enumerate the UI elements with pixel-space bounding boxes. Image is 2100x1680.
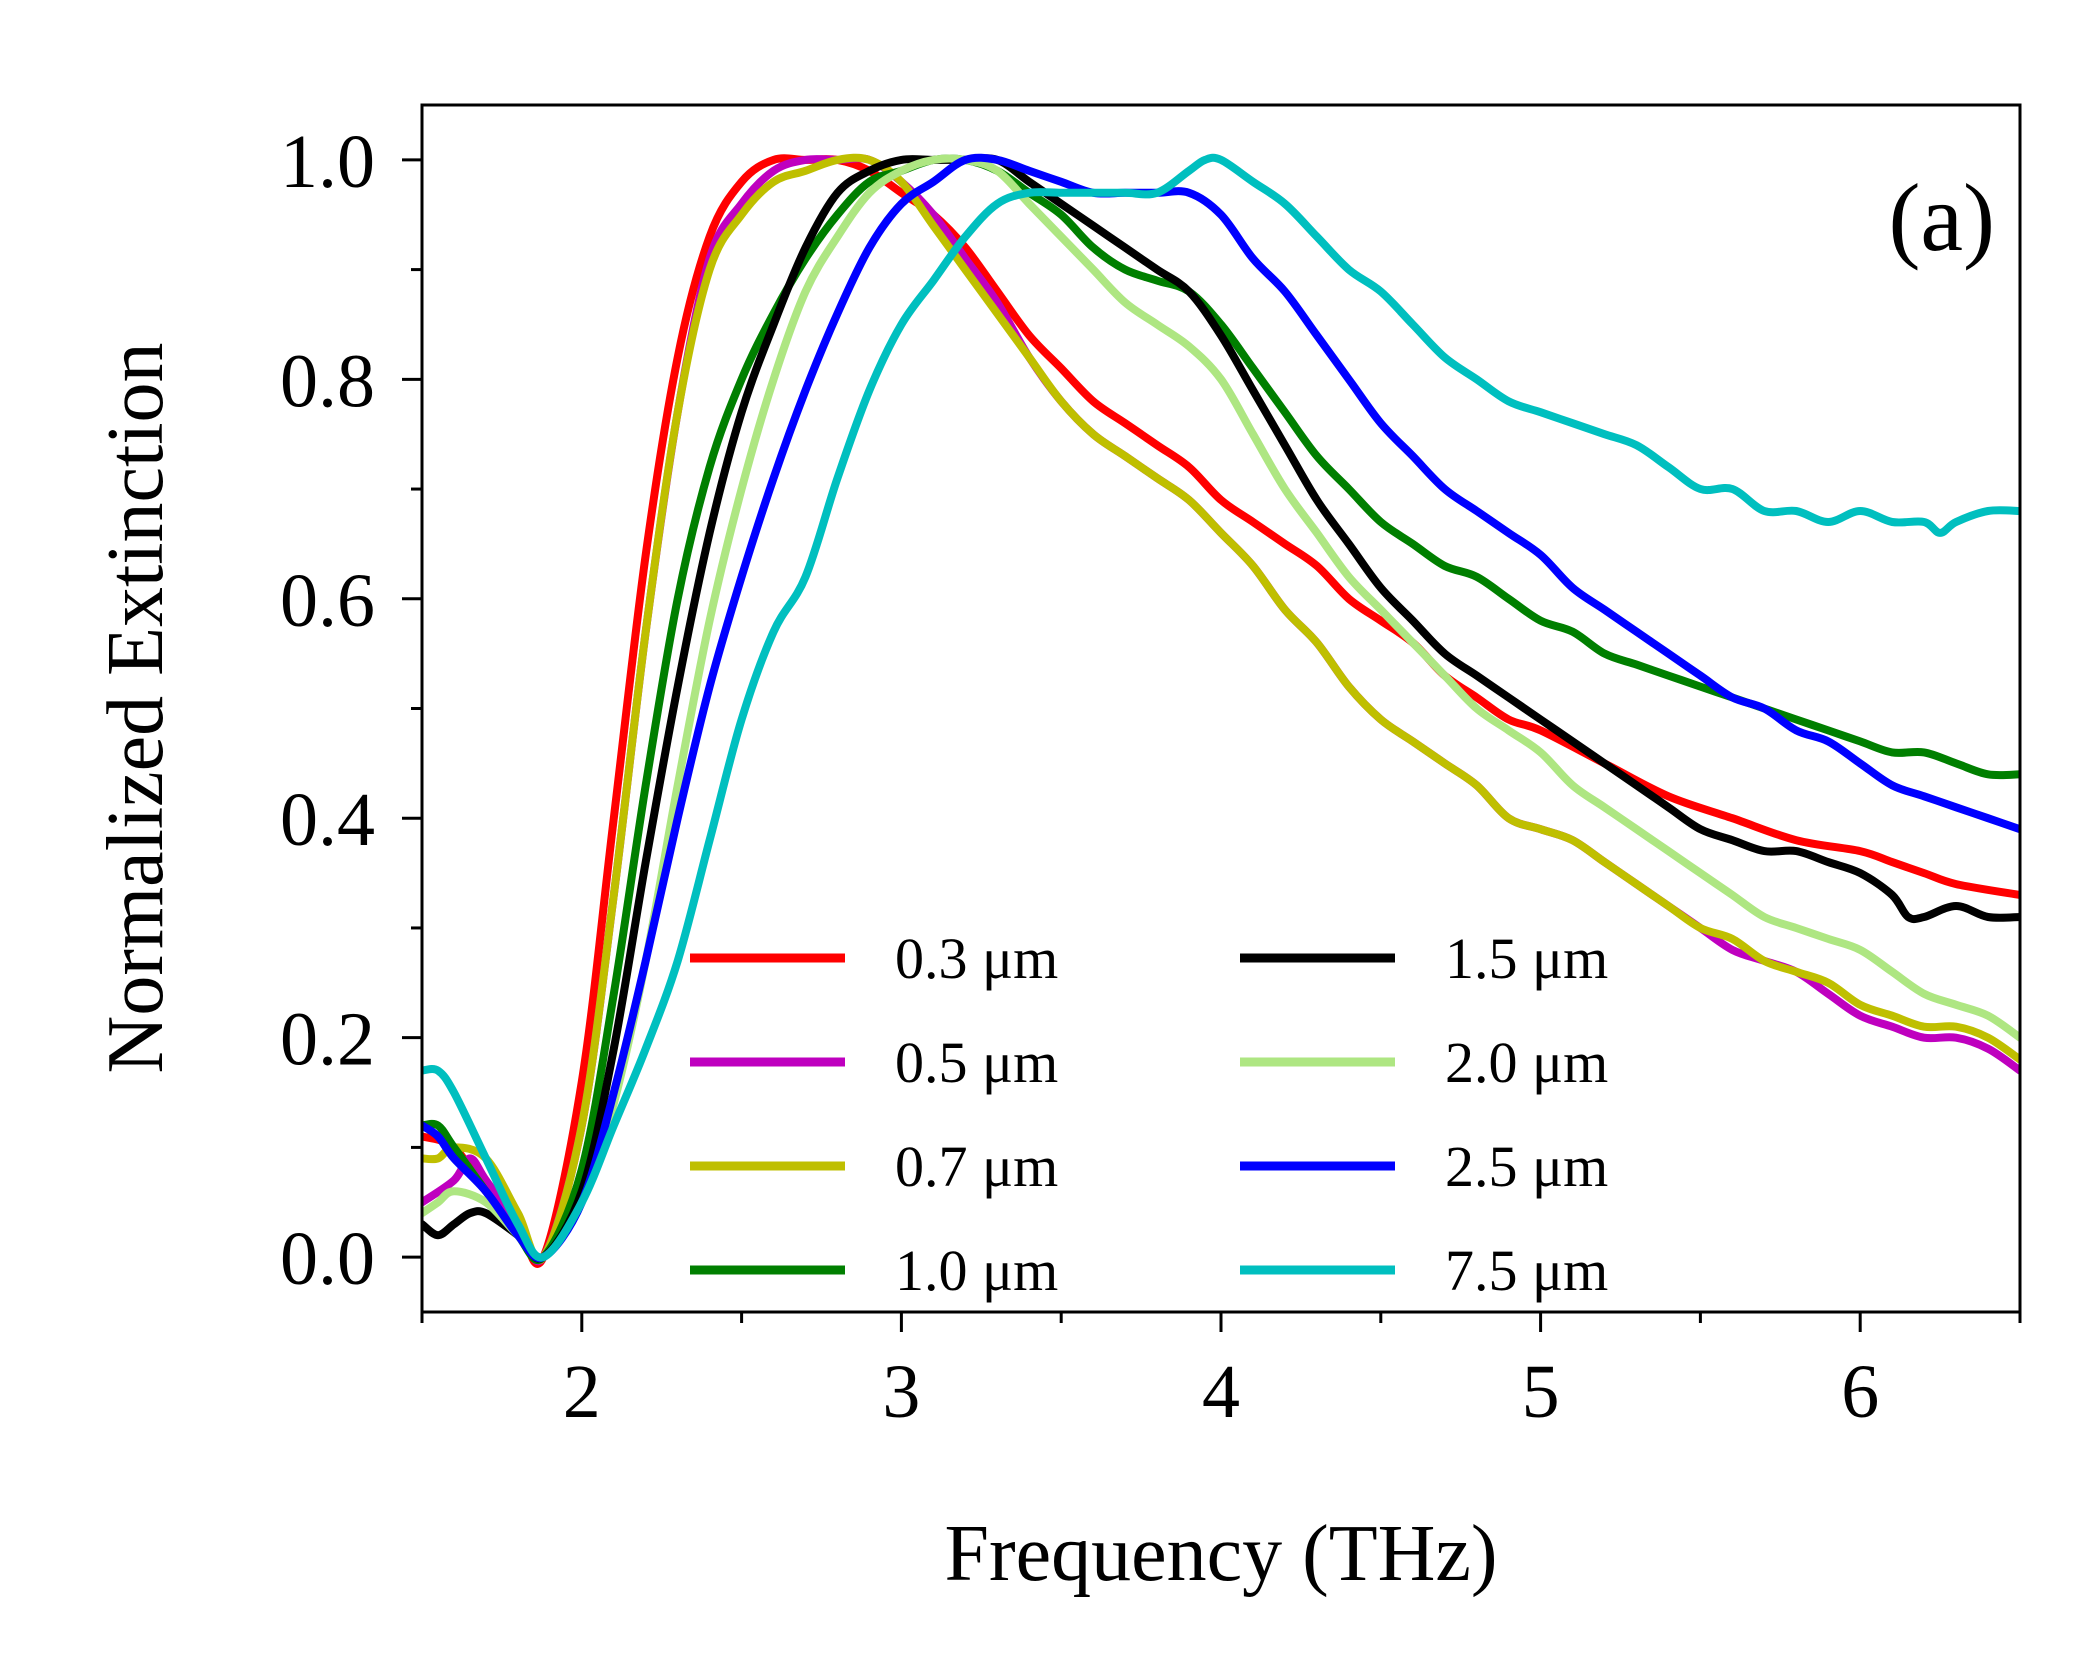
series-line-4	[422, 154, 2020, 1264]
legend-label: 1.5 μm	[1445, 926, 1608, 991]
y-tick-label: 0.2	[280, 998, 375, 1082]
legend-label: 7.5 μm	[1445, 1238, 1608, 1303]
x-tick-label: 3	[882, 1350, 920, 1434]
legend-label: 2.0 μm	[1445, 1030, 1608, 1095]
legend-label: 0.7 μm	[895, 1134, 1058, 1199]
legend: 0.3 μm 0.5 μm 0.7 μm 1.0 μm 1.5 μm 2.0 μm 2.5 …	[690, 926, 1608, 1303]
y-tick-label: 0.8	[280, 339, 375, 423]
x-axis-title: Frequency (THz)	[944, 1510, 1497, 1598]
y-tick-label: 0.4	[280, 778, 375, 862]
x-tick-label: 2	[563, 1350, 601, 1434]
x-tick-label: 4	[1202, 1350, 1240, 1434]
legend-label: 0.3 μm	[895, 926, 1058, 991]
legend-label: 0.5 μm	[895, 1030, 1058, 1095]
series-line-5	[422, 154, 2020, 1263]
series-line-8	[422, 153, 2020, 1262]
legend-label: 1.0 μm	[895, 1238, 1058, 1303]
y-tick-label: 1.0	[280, 120, 375, 204]
legend-label: 2.5 μm	[1445, 1134, 1608, 1199]
panel-label: (a)	[1888, 164, 1995, 271]
y-tick-label: 0.6	[280, 559, 375, 643]
x-tick-label: 5	[1522, 1350, 1560, 1434]
x-tick-label: 6	[1841, 1350, 1879, 1434]
y-tick-label: 0.0	[280, 1217, 375, 1301]
tick-layer: 2 3 4 5 6 0.0 0.2 0.4 0.6 0.8 1.0	[280, 120, 2022, 1434]
y-axis-title: Normalized Extinction	[92, 343, 180, 1074]
series-line-3	[422, 153, 2020, 1265]
series-layer	[422, 153, 2020, 1268]
